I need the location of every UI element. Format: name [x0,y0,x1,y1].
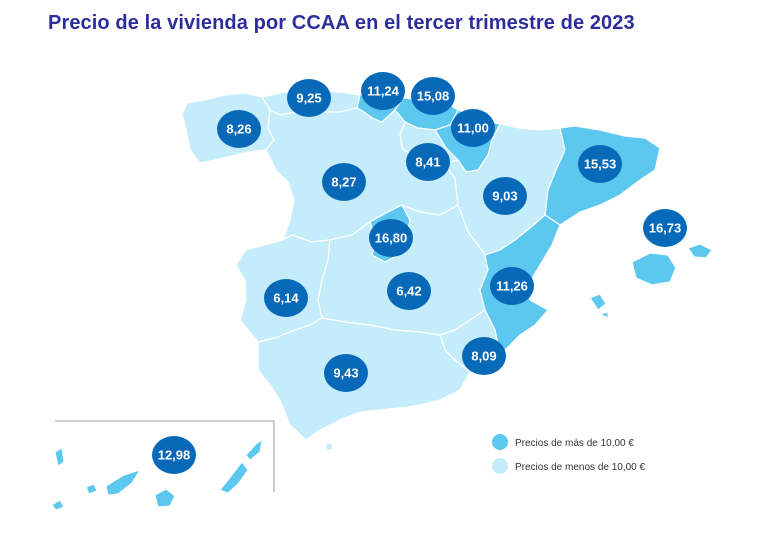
price-value: 16,73 [649,221,682,236]
price-bubble-circle [643,209,687,247]
price-value: 11,24 [367,84,400,99]
price-bubble-castilla-leon[interactable]: 8,27 [322,163,366,201]
legend-low-swatch [492,458,508,474]
price-bubble-circle [406,143,450,181]
region-ceuta[interactable] [324,441,334,452]
price-value: 15,53 [584,157,617,172]
price-bubble-circle [152,436,196,474]
price-value: 8,27 [331,175,356,190]
price-bubble-circle [322,163,366,201]
price-value: 16,80 [375,231,408,246]
canarias-la-palma[interactable] [54,447,65,467]
price-bubble-circle [369,219,413,257]
price-bubble-cataluna[interactable]: 15,53 [578,145,622,183]
price-value: 12,98 [158,448,191,463]
price-bubble-circle [483,177,527,215]
price-bubble-circle [361,72,405,110]
price-bubble-galicia[interactable]: 8,26 [217,110,261,148]
price-bubble-circle [578,145,622,183]
price-bubble-circle [451,109,495,147]
price-bubble-pais-vasco[interactable]: 15,08 [411,77,455,115]
price-bubble-cantabria[interactable]: 11,24 [361,72,405,110]
legend: Precios de más de 10,00 € Precios de men… [492,434,646,474]
price-value: 9,25 [296,91,321,106]
price-value: 8,26 [226,122,251,137]
price-bubble-navarra[interactable]: 11,00 [451,109,495,147]
price-value: 15,08 [417,89,450,104]
price-value: 8,41 [415,155,440,170]
price-bubble-circle [387,272,431,310]
price-bubble-circle [264,279,308,317]
canarias-gomera[interactable] [85,483,98,495]
price-bubble-circle [287,79,331,117]
map-title: Precio de la vivienda por CCAA en el ter… [48,12,635,34]
price-bubble-circle [411,77,455,115]
price-value: 11,26 [496,279,528,294]
price-value: 6,14 [273,291,299,306]
canarias-lanzarote[interactable] [245,438,263,461]
price-bubble-madrid[interactable]: 16,80 [369,219,413,257]
price-bubble-andalucia[interactable]: 9,43 [324,354,368,392]
canarias-tenerife[interactable] [105,469,142,496]
price-bubble-canarias[interactable]: 12,98 [152,436,196,474]
region-baleares[interactable] [631,252,677,286]
canarias-gran-canaria[interactable] [154,488,176,508]
canarias-hierro[interactable] [51,499,65,511]
price-bubble-circle [490,267,534,305]
region-baleares-ibiza[interactable] [589,293,607,311]
price-value: 6,42 [396,284,421,299]
canarias-fuerteventura[interactable] [219,461,249,494]
price-bubble-circle [217,110,261,148]
price-bubble-asturias[interactable]: 9,25 [287,79,331,117]
price-bubble-circle [462,337,506,375]
region-baleares-formentera[interactable] [598,311,609,319]
price-bubble-baleares[interactable]: 16,73 [643,209,687,247]
price-value: 11,00 [457,121,489,136]
price-bubble-valencia[interactable]: 11,26 [490,267,534,305]
price-value: 9,43 [333,366,358,381]
price-bubble-castilla-la-mancha[interactable]: 6,42 [387,272,431,310]
legend-low-label: Precios de menos de 10,00 € [515,462,646,473]
price-bubble-murcia[interactable]: 8,09 [462,337,506,375]
price-value: 9,03 [492,189,517,204]
price-bubble-aragon[interactable]: 9,03 [483,177,527,215]
price-bubble-la-rioja[interactable]: 8,41 [406,143,450,181]
region-baleares-menorca[interactable] [687,243,713,259]
price-bubble-extremadura[interactable]: 6,14 [264,279,308,317]
price-bubble-circle [324,354,368,392]
price-value: 8,09 [471,349,496,364]
legend-high-label: Precios de más de 10,00 € [515,438,634,449]
legend-high-swatch [492,434,508,450]
canarias-inset [55,420,275,492]
